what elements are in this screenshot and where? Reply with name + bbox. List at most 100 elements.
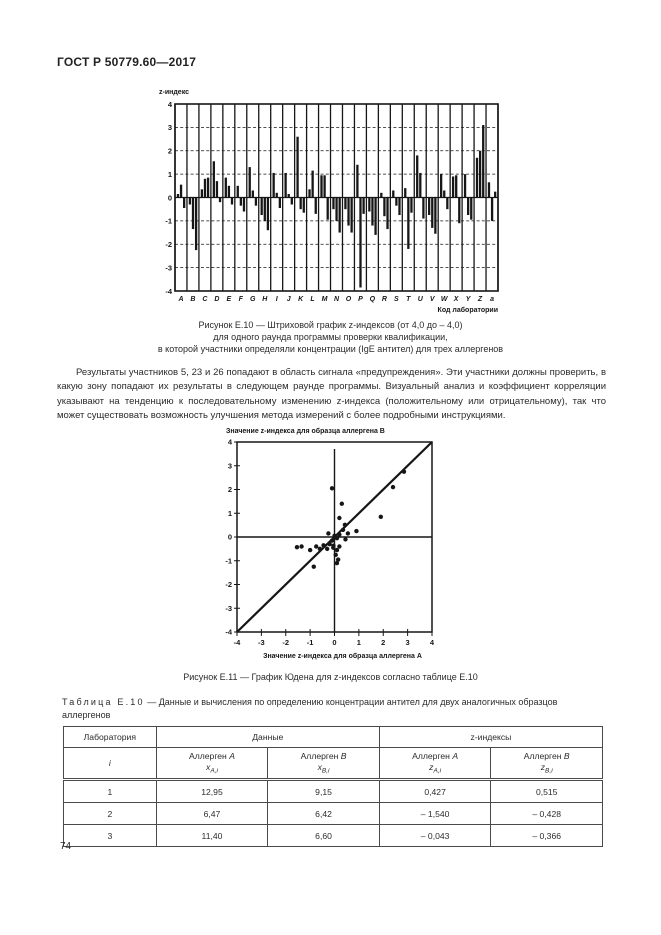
y-tick-label: 2 (228, 485, 232, 494)
lab-code-label: T (406, 296, 411, 303)
scatter-point (311, 564, 316, 569)
lab-code-label: H (262, 296, 268, 303)
z-index-bar (356, 164, 359, 198)
y-tick-label: 0 (168, 193, 172, 202)
page-number: 74 (60, 841, 72, 852)
z-index-bar (194, 197, 198, 251)
y-tick-label: -4 (225, 628, 232, 637)
table-cell: 3 (63, 824, 157, 847)
z-index-bar (224, 177, 227, 198)
table-cell: 12,95 (155, 779, 269, 803)
z-index-bar (419, 172, 422, 198)
z-index-bar-chart: z-индекс 4 3 2 1 0 -1 -2 -3 -4 A B C D E F G H I J K L M N O P Q R S… (159, 89, 499, 314)
lab-code-label: V (430, 296, 436, 303)
table-cell: 6,60 (267, 824, 380, 847)
table-cell: 9,15 (267, 779, 380, 803)
table-cell: 6,47 (155, 802, 269, 825)
x-tick-label: 4 (430, 638, 435, 647)
col-header-zindex-group: z-индексы (378, 726, 604, 748)
z-index-bar (266, 197, 270, 231)
scatter-point (337, 544, 342, 549)
z-index-bar (359, 197, 362, 288)
z-index-bar (439, 174, 443, 198)
table-cell: 0,427 (378, 779, 492, 803)
z-index-bar (254, 197, 258, 206)
table-cell: 0,515 (490, 779, 603, 803)
y-tick-label: 1 (168, 170, 172, 179)
z-index-bar (206, 177, 210, 198)
table-cell: – 0,043 (378, 824, 492, 847)
x-tick-label: -2 (282, 638, 289, 647)
table-cell: 11,40 (155, 824, 269, 847)
col-header-laboratory: Лаборатория (63, 726, 157, 748)
y-tick-label: -3 (225, 604, 232, 613)
z-index-bar (218, 197, 222, 203)
z-index-bar (416, 155, 419, 198)
lab-code-label: Q (370, 296, 376, 303)
table-header-sub-row: i Аллерген A xA,i Аллерген B xB,i Аллерг… (63, 747, 603, 781)
z-index-bar (227, 185, 231, 198)
z-index-bar (482, 125, 485, 198)
y-tick-label: 1 (228, 509, 232, 518)
lab-code-label: W (441, 296, 449, 303)
table-row: 1 12,95 9,15 0,427 0,515 (63, 779, 603, 803)
z-index-bar (434, 197, 437, 234)
lab-code-label: a (490, 296, 494, 303)
z-index-bar (299, 197, 302, 210)
scatter-point (378, 514, 384, 520)
z-index-bar (278, 197, 282, 209)
x-tick-label: -1 (307, 638, 314, 647)
z-index-bar (188, 197, 192, 205)
lab-code-label: B (190, 296, 195, 303)
scatter-point (401, 469, 407, 474)
y-tick-label: -4 (165, 287, 172, 296)
lab-code-label: S (394, 296, 399, 303)
table-row: 2 6,47 6,42– 1,540– 0,428 (63, 802, 603, 825)
z-index-bar (302, 197, 305, 213)
y-tick-label: 3 (228, 461, 232, 470)
scatter-point (390, 484, 396, 490)
bar-chart-y-title: z-индекс (159, 89, 189, 96)
bar-chart-figure: z-индекс 4 3 2 1 0 -1 -2 -3 -4 A B C D E F G H I J K L M N O P Q R S… (157, 84, 513, 316)
z-index-bar (374, 197, 377, 235)
z-index-bar (176, 193, 180, 198)
table-cell: – 0,428 (490, 802, 603, 825)
z-index-bar (451, 176, 455, 198)
z-index-bar (248, 167, 251, 198)
z-index-bar (272, 172, 275, 198)
z-index-bar (431, 197, 434, 228)
z-index-bar (410, 197, 413, 213)
z-index-bar (446, 197, 449, 210)
x-tick-label: 3 (406, 638, 410, 647)
y-tick-label: 3 (168, 123, 172, 132)
z-index-bar (371, 197, 374, 226)
youden-plot-figure: Значение z-индекса для образца аллергена… (220, 423, 472, 675)
z-index-bar (392, 190, 395, 198)
z-index-bar (215, 181, 219, 198)
lab-code-label: K (298, 296, 304, 303)
col-subheader-allergen-a-x: Аллерген A xA,i (155, 747, 269, 781)
z-index-bar (335, 197, 338, 221)
x-tick-label: -4 (234, 638, 241, 647)
lab-code-label: C (202, 296, 208, 303)
lab-code-label: X (453, 296, 460, 303)
scatter-point (333, 552, 338, 558)
z-index-bar (191, 197, 195, 230)
y-tick-label: -1 (225, 556, 232, 565)
scatter-point (324, 546, 330, 552)
z-index-bar (494, 191, 497, 198)
z-index-bar (332, 197, 335, 210)
lab-code-label: M (322, 296, 328, 303)
y-tick-label: 4 (228, 438, 233, 447)
table-cell: – 0,366 (490, 824, 603, 847)
body-paragraph-text: Результаты участников 5, 23 и 26 попадаю… (57, 367, 606, 422)
z-index-bar (380, 192, 383, 198)
scatter-point (321, 543, 326, 548)
z-index-bar (203, 178, 207, 198)
z-index-bar (260, 197, 263, 216)
z-index-bar (200, 189, 204, 198)
body-paragraph: Результаты участников 5, 23 и 26 попадаю… (57, 366, 606, 424)
scatter-x-title: Значение z-индекса для образца аллергена… (263, 652, 422, 660)
z-index-bar (487, 182, 491, 198)
scatter-point (339, 501, 345, 506)
